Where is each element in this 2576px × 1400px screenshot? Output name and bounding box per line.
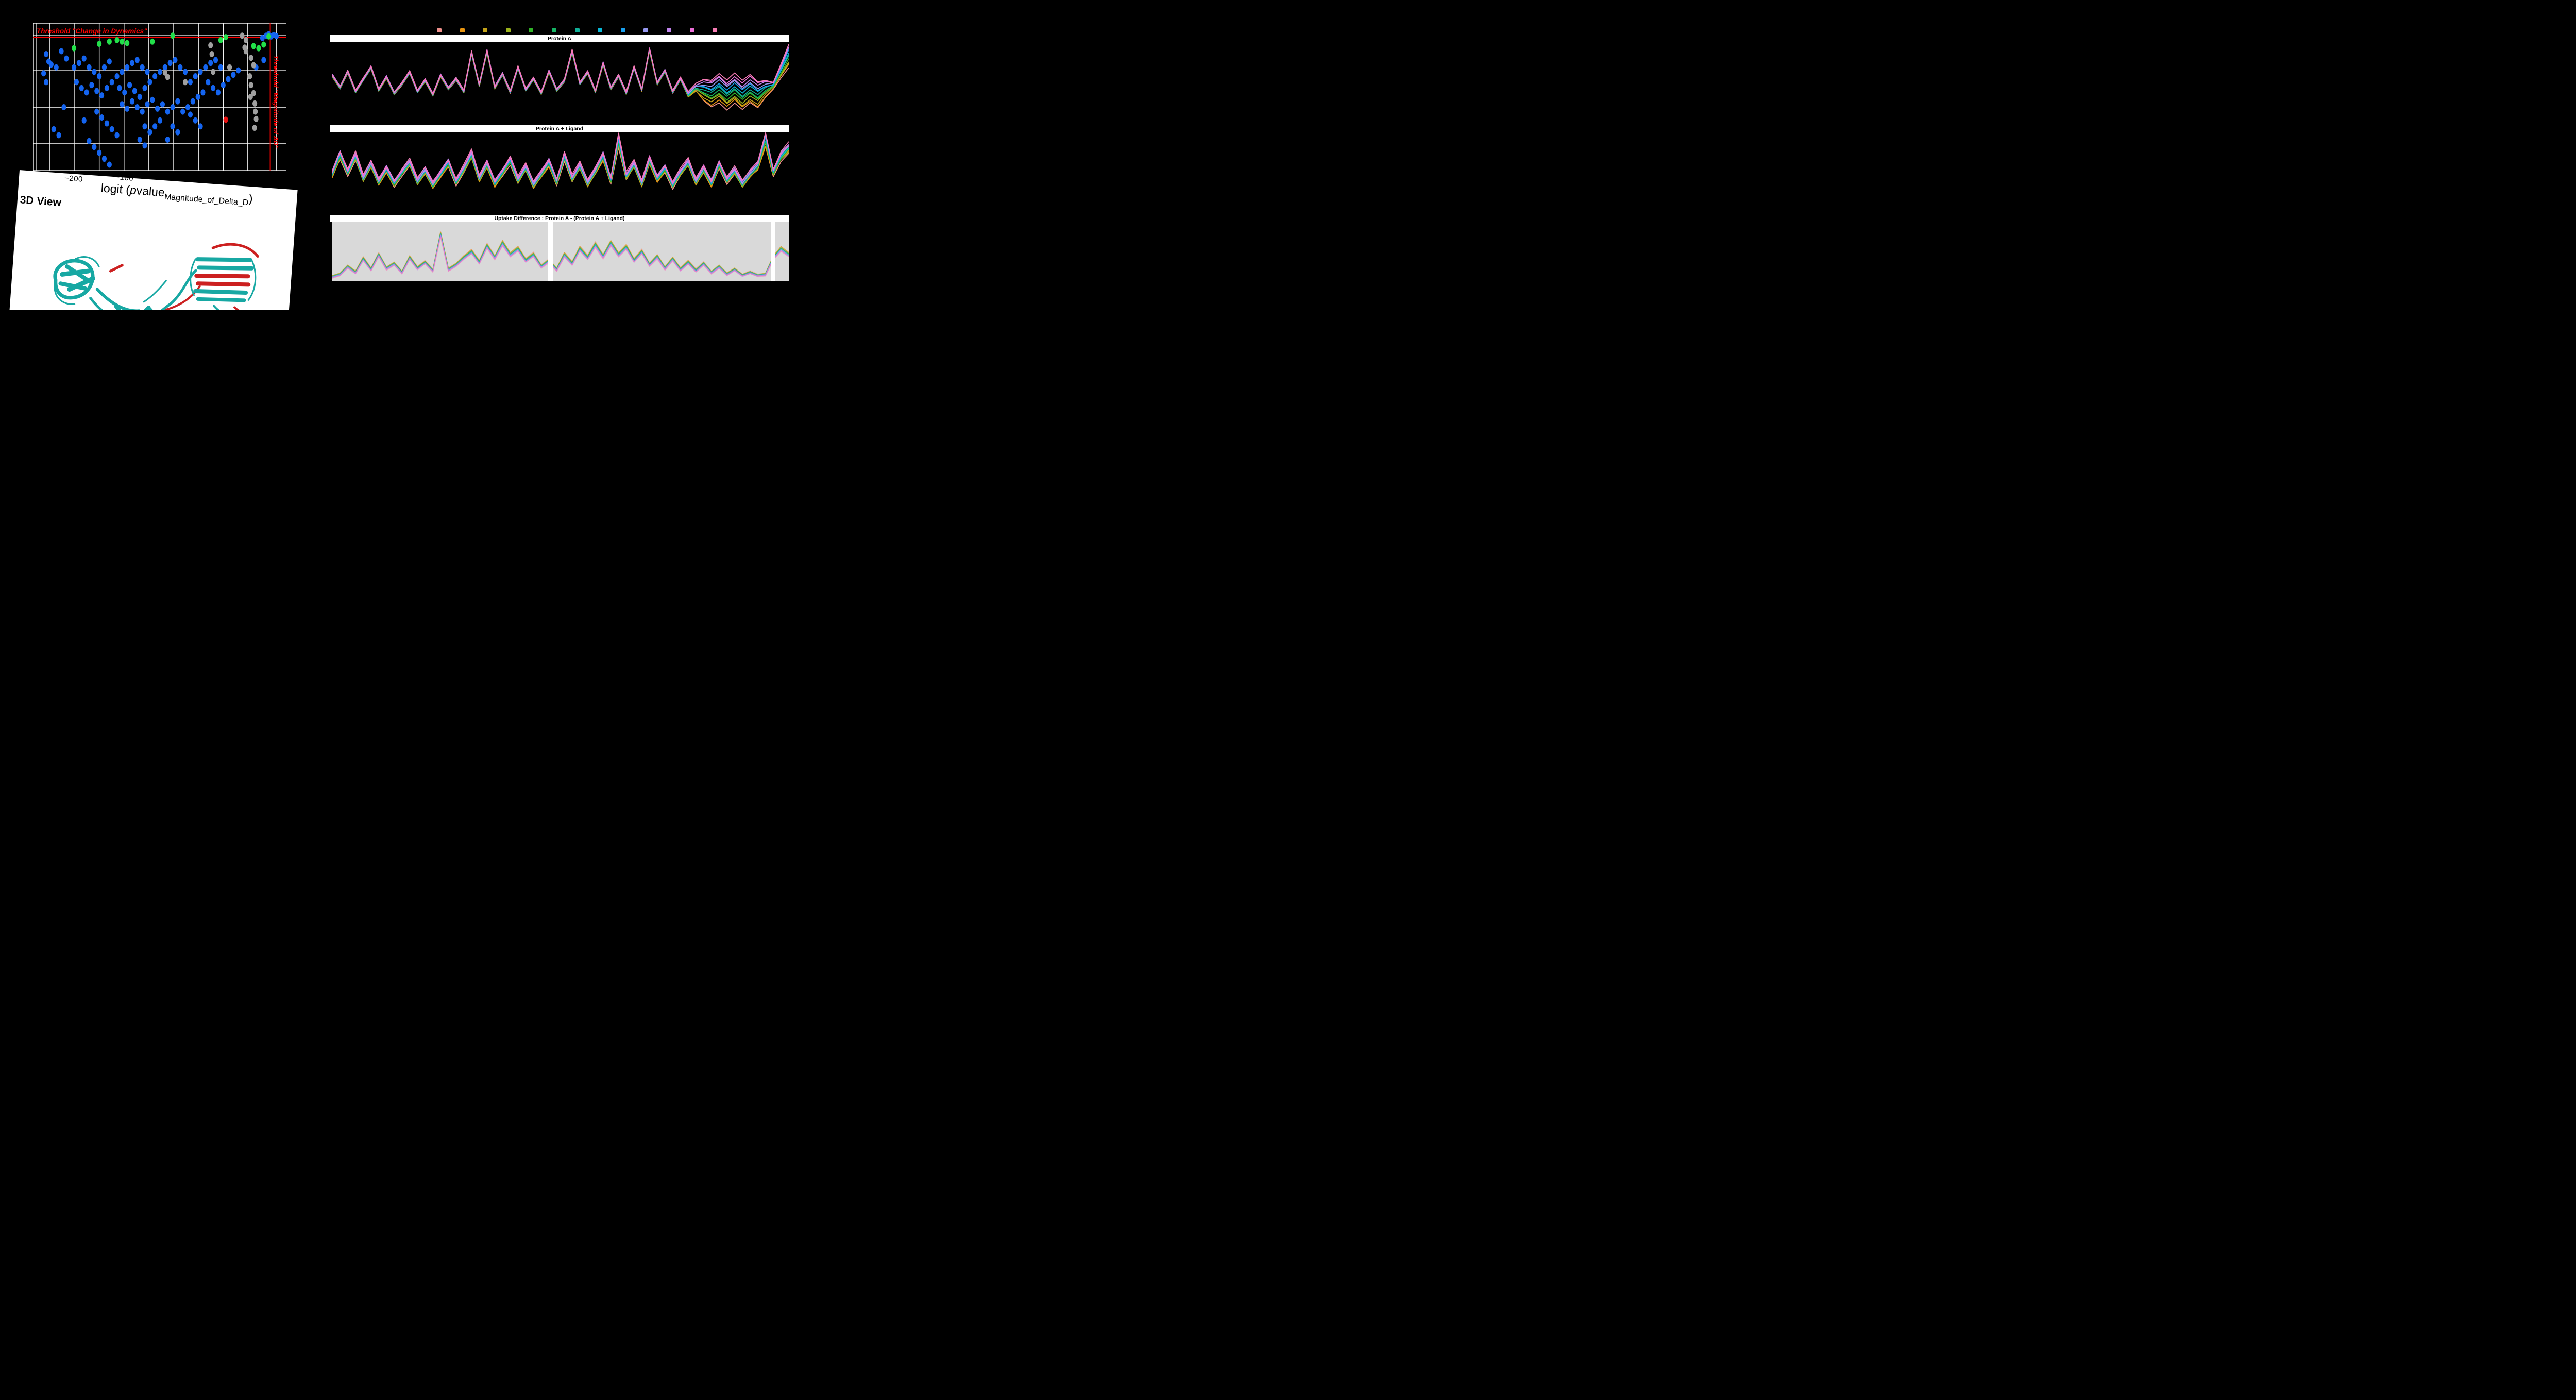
uptake-chart-protein-a-ligand[interactable] [332,132,789,212]
legend-swatch[interactable] [574,28,580,32]
legend-swatch[interactable] [505,28,511,32]
panel-title-text: Uptake Difference : Protein A - (Protein… [494,215,625,222]
legend-swatch[interactable] [437,28,442,32]
x-tick-minus-100: −100 [114,173,134,183]
legend-swatch[interactable] [598,28,603,32]
sequence-gap-band [548,222,553,281]
3d-view-panel[interactable]: −200 −100 logit (pvalueMagnitude_of_Delt… [8,170,298,310]
panel-title-text: Protein A + Ligand [535,126,584,132]
legend-swatch[interactable] [689,28,694,32]
legend-swatch[interactable] [483,28,488,32]
volcano-plot[interactable]: Threshold "Change in Dynamics" Threshold… [33,23,286,171]
legend-swatch[interactable] [552,28,556,32]
protein-ribbon-structure[interactable] [37,217,286,310]
legend-swatch[interactable] [529,28,534,32]
legend-swatch[interactable] [643,28,649,32]
uptake-difference-chart[interactable] [332,222,789,281]
panel-title-protein-a: Protein A [330,35,789,42]
legend-swatch[interactable] [460,28,465,32]
threshold-magnitude-of-deltad-label: Threshold "Magnitude of ΔD" [272,55,280,149]
legend-swatch[interactable] [620,28,625,32]
exposure-legend [437,28,725,33]
app-canvas: Threshold "Change in Dynamics" Threshold… [0,0,808,310]
volcano-x-axis-title: logit (pvalueMagnitude_of_Delta_D) [100,181,253,208]
3d-view-heading: 3D View [20,194,62,209]
legend-swatch[interactable] [713,28,718,32]
legend-swatch[interactable] [667,28,671,32]
panel-title-text: Protein A [547,36,572,42]
volcano-plot-canvas[interactable] [33,23,286,171]
threshold-change-in-dynamics-label: Threshold "Change in Dynamics" [37,27,147,35]
uptake-chart-protein-a[interactable] [332,43,789,124]
sequence-gap-band [771,222,775,281]
panel-title-protein-a-ligand: Protein A + Ligand [330,125,789,132]
x-tick-minus-200: −200 [64,174,83,184]
